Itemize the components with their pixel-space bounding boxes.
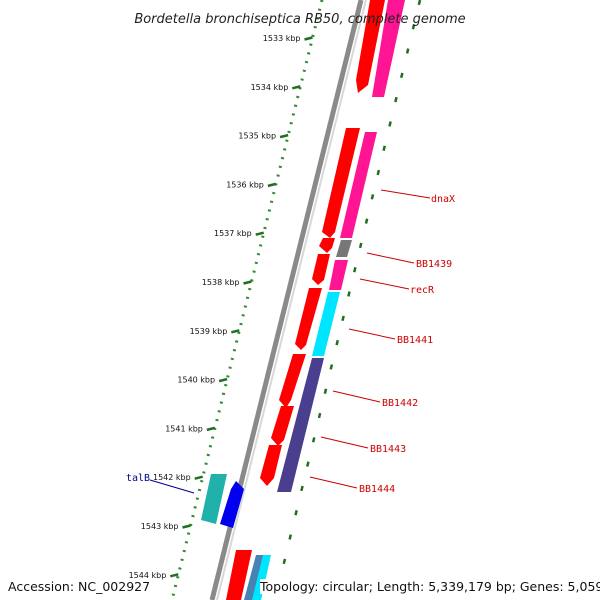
topology-label: Topology: circular; Length: 5,339,179 bp… xyxy=(260,579,600,594)
gene-feature-bb1442 xyxy=(279,354,306,408)
leader-line-bb1439 xyxy=(366,252,415,264)
outer-tick-ring xyxy=(273,0,422,600)
tick-label: 1534 kbp xyxy=(251,83,289,92)
gene-feature-dnax-strand2 xyxy=(340,132,377,238)
tick-mark xyxy=(279,133,289,139)
tick-mark xyxy=(169,573,179,578)
tick-label: 1538 kbp xyxy=(202,278,240,287)
gene-feature-bb1441-strand2 xyxy=(312,292,340,356)
tick-label: 1537 kbp xyxy=(214,229,252,238)
leader-line-bb1443 xyxy=(320,436,369,449)
tick-label: 1542 kbp xyxy=(153,473,191,482)
leader-line-bb1444 xyxy=(309,476,358,489)
tick-label: 1535 kbp xyxy=(238,132,276,141)
dotted-ring-line xyxy=(170,0,324,600)
gene-feature-bottom-steelblue xyxy=(244,555,264,600)
gene-feature-recr xyxy=(312,254,330,285)
gene-feature-bb1439 xyxy=(319,238,335,253)
tick-mark xyxy=(267,182,277,188)
tick-label: 1543 kbp xyxy=(141,522,179,531)
gene-feature-bottom-cyan xyxy=(252,555,271,600)
tick-mark xyxy=(206,426,216,432)
gene-label-bb1442[interactable]: BB1442 xyxy=(382,398,418,409)
accession-label: Accession: NC_002927 xyxy=(8,579,151,594)
gene-feature-talb-teal xyxy=(201,474,227,524)
gene-feature-bb1439-strand2 xyxy=(336,240,352,257)
leader-line-bb1442 xyxy=(332,390,381,403)
gene-labels: dnaX BB1439 recR BB1441 BB1442 BB1443 BB… xyxy=(126,194,455,495)
gene-label-recr[interactable]: recR xyxy=(410,285,435,296)
gene-label-dnax[interactable]: dnaX xyxy=(431,194,455,205)
tick-label: 1541 kbp xyxy=(165,424,203,433)
gene-feature-bb1442-strand2 xyxy=(277,358,324,492)
leader-lines xyxy=(149,189,431,494)
tick-mark xyxy=(304,36,313,41)
tick-mark xyxy=(194,475,204,480)
gene-feature-recr-strand2 xyxy=(329,260,348,290)
tick-mark xyxy=(218,377,228,383)
gene-label-bb1444[interactable]: BB1444 xyxy=(359,484,395,495)
gene-feature-dnax xyxy=(322,128,360,238)
tick-label: 1533 kbp xyxy=(263,34,301,43)
gene-feature-top-red xyxy=(356,0,385,93)
tick-mark xyxy=(243,280,252,285)
tick-label: 1539 kbp xyxy=(190,327,228,336)
gene-label-bb1443[interactable]: BB1443 xyxy=(370,444,406,455)
tick-group: 1533 kbp 1534 kbp 1535 kbp 1536 kbp 1537 kbp… xyxy=(129,34,313,580)
gene-feature-bottom-red xyxy=(226,550,252,600)
gene-label-talb[interactable]: talB xyxy=(126,473,150,484)
tick-mark xyxy=(255,231,265,236)
gene-feature-bb1443 xyxy=(271,406,294,446)
gene-label-bb1441[interactable]: BB1441 xyxy=(397,335,433,346)
leader-line-recr xyxy=(359,278,410,290)
tick-label: 1544 kbp xyxy=(129,571,167,580)
gene-label-bb1439[interactable]: BB1439 xyxy=(416,259,452,270)
gene-feature-bb1444 xyxy=(260,445,282,486)
tick-mark xyxy=(230,329,240,334)
gene-feature-bb1441 xyxy=(295,288,322,350)
gene-feature-talb xyxy=(220,481,244,528)
leader-line-talb xyxy=(149,479,195,494)
map-title: Bordetella bronchiseptica RB50, complete… xyxy=(134,12,465,27)
tick-mark xyxy=(291,85,301,90)
gene-feature-top-magenta xyxy=(372,0,405,97)
tick-label: 1540 kbp xyxy=(177,376,215,385)
tick-label: 1536 kbp xyxy=(226,180,264,189)
tick-mark xyxy=(182,524,191,529)
leader-line-bb1441 xyxy=(348,328,396,340)
gene-features xyxy=(201,0,405,600)
leader-line-dnax xyxy=(380,189,431,199)
